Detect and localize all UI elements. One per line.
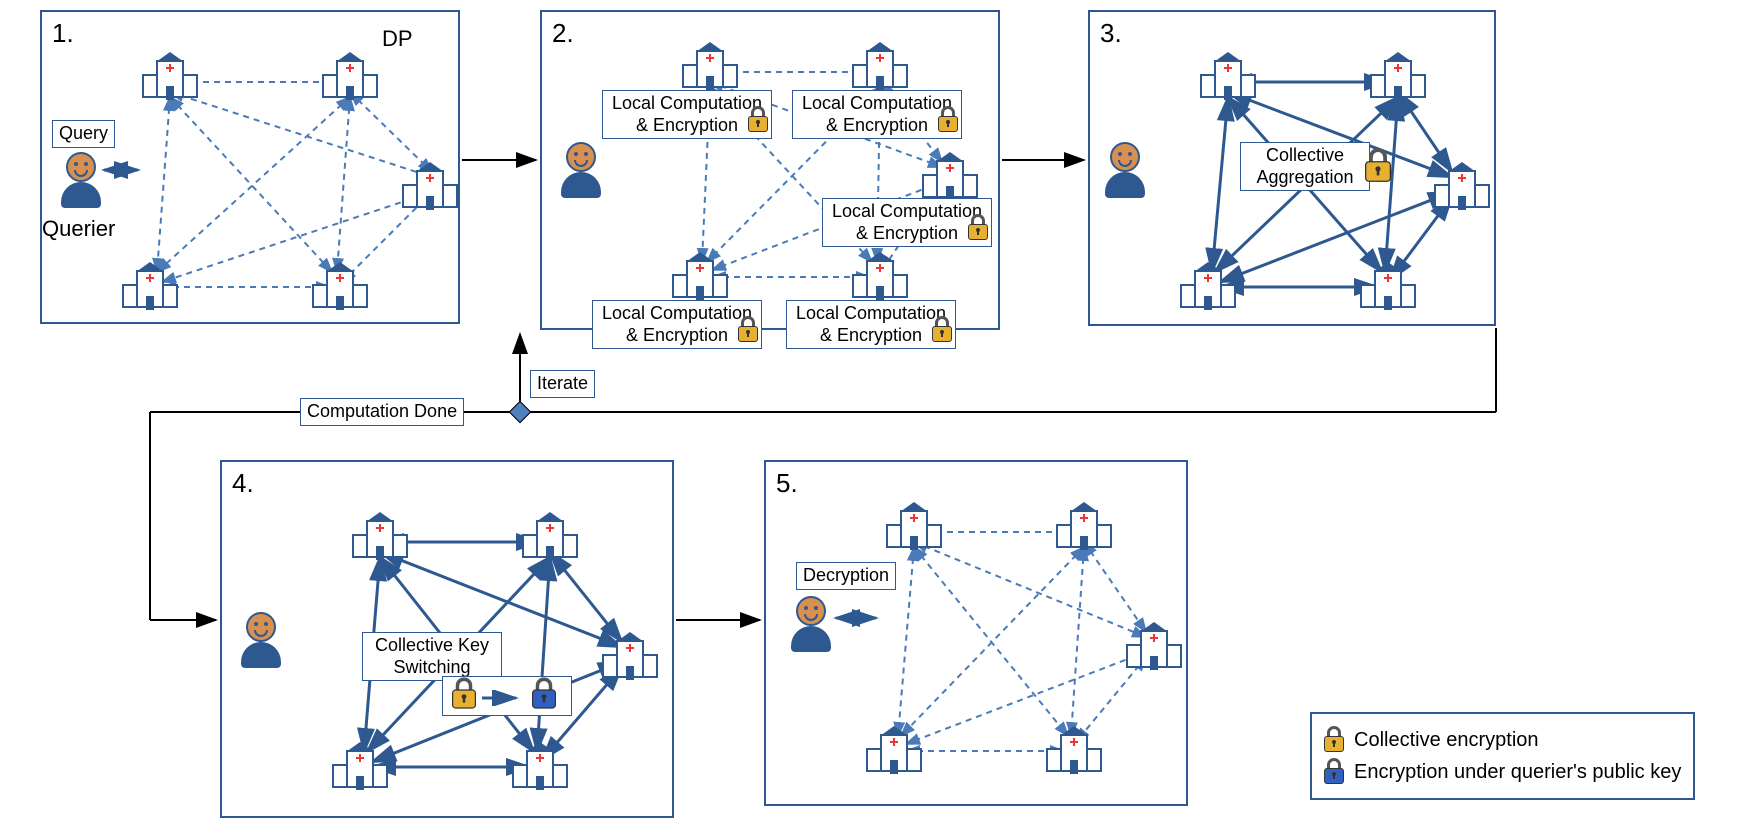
querier-icon	[236, 612, 286, 672]
lock-blue-icon	[532, 677, 556, 708]
local-computation-label: Local Computation & Encryption	[792, 90, 962, 139]
hospital-icon	[312, 262, 368, 312]
querier-icon	[786, 596, 836, 656]
hospital-icon	[602, 632, 658, 682]
hospital-icon	[672, 252, 728, 302]
decryption-label: Decryption	[796, 562, 896, 590]
panel-5: 5. Decryption	[764, 460, 1188, 806]
hospital-icon	[352, 512, 408, 562]
hospital-icon	[1126, 622, 1182, 672]
label-text: Local Computation & Encryption	[602, 303, 752, 345]
lock-yellow-icon	[748, 106, 768, 132]
hospital-icon	[402, 162, 458, 212]
hospital-icon	[142, 52, 198, 102]
decision-diamond	[509, 401, 532, 424]
hospital-icon	[122, 262, 178, 312]
hospital-icon	[332, 742, 388, 792]
lock-yellow-icon	[932, 316, 952, 342]
lock-yellow-icon	[1365, 148, 1391, 182]
label-text: Collective Aggregation	[1256, 145, 1353, 187]
hospital-icon	[852, 42, 908, 92]
hospital-icon	[922, 152, 978, 202]
label-text: Collective Key Switching	[375, 635, 489, 677]
hospital-icon	[866, 726, 922, 776]
hospital-icon	[852, 252, 908, 302]
querier-icon	[56, 152, 106, 212]
hospital-icon	[886, 502, 942, 552]
collective-key-switching-label: Collective Key Switching	[362, 632, 502, 681]
legend-item: Encryption under querier's public key	[1324, 758, 1681, 786]
legend-item: Collective encryption	[1324, 726, 1681, 754]
label-text: Local Computation & Encryption	[832, 201, 982, 243]
hospital-icon	[522, 512, 578, 562]
computation-done-label: Computation Done	[300, 398, 464, 426]
hospital-icon	[1360, 262, 1416, 312]
label-text: Local Computation & Encryption	[802, 93, 952, 135]
hospital-icon	[1046, 726, 1102, 776]
query-label: Query	[52, 120, 115, 148]
querier-icon	[1100, 142, 1150, 202]
panel-number: 2.	[552, 18, 574, 49]
legend-text: Encryption under querier's public key	[1354, 761, 1681, 784]
label-text: Local Computation & Encryption	[612, 93, 762, 135]
local-computation-label: Local Computation & Encryption	[592, 300, 762, 349]
querier-label: Querier	[42, 216, 115, 242]
label-text: Local Computation & Encryption	[796, 303, 946, 345]
hospital-icon	[1056, 502, 1112, 552]
legend: Collective encryption Encryption under q…	[1310, 712, 1695, 800]
hospital-icon	[1180, 262, 1236, 312]
legend-text: Collective encryption	[1354, 729, 1539, 752]
panel-3: 3. Collective Aggregation	[1088, 10, 1496, 326]
lock-yellow-icon	[968, 214, 988, 240]
iterate-label: Iterate	[530, 370, 595, 398]
collective-aggregation-label: Collective Aggregation	[1240, 142, 1370, 191]
hospital-icon	[1200, 52, 1256, 102]
hospital-icon	[1370, 52, 1426, 102]
arrow-icon	[480, 690, 524, 706]
panel-number: 1.	[52, 18, 74, 49]
local-computation-label: Local Computation & Encryption	[786, 300, 956, 349]
hospital-icon	[1434, 162, 1490, 212]
lock-yellow-icon	[938, 106, 958, 132]
lock-yellow-icon	[738, 316, 758, 342]
hospital-icon	[682, 42, 738, 92]
local-computation-label: Local Computation & Encryption	[602, 90, 772, 139]
dp-label: DP	[382, 26, 413, 52]
panel-4: 4. Collective Key Switching	[220, 460, 674, 818]
panel-2: 2. Local Computation & Encryption Local …	[540, 10, 1000, 330]
panel-number: 3.	[1100, 18, 1122, 49]
panel-number: 4.	[232, 468, 254, 499]
panel-1: 1. DP Query Querier	[40, 10, 460, 324]
local-computation-label: Local Computation & Encryption	[822, 198, 992, 247]
hospital-icon	[322, 52, 378, 102]
panel-number: 5.	[776, 468, 798, 499]
lock-yellow-icon	[452, 677, 476, 708]
hospital-icon	[512, 742, 568, 792]
querier-icon	[556, 142, 606, 202]
